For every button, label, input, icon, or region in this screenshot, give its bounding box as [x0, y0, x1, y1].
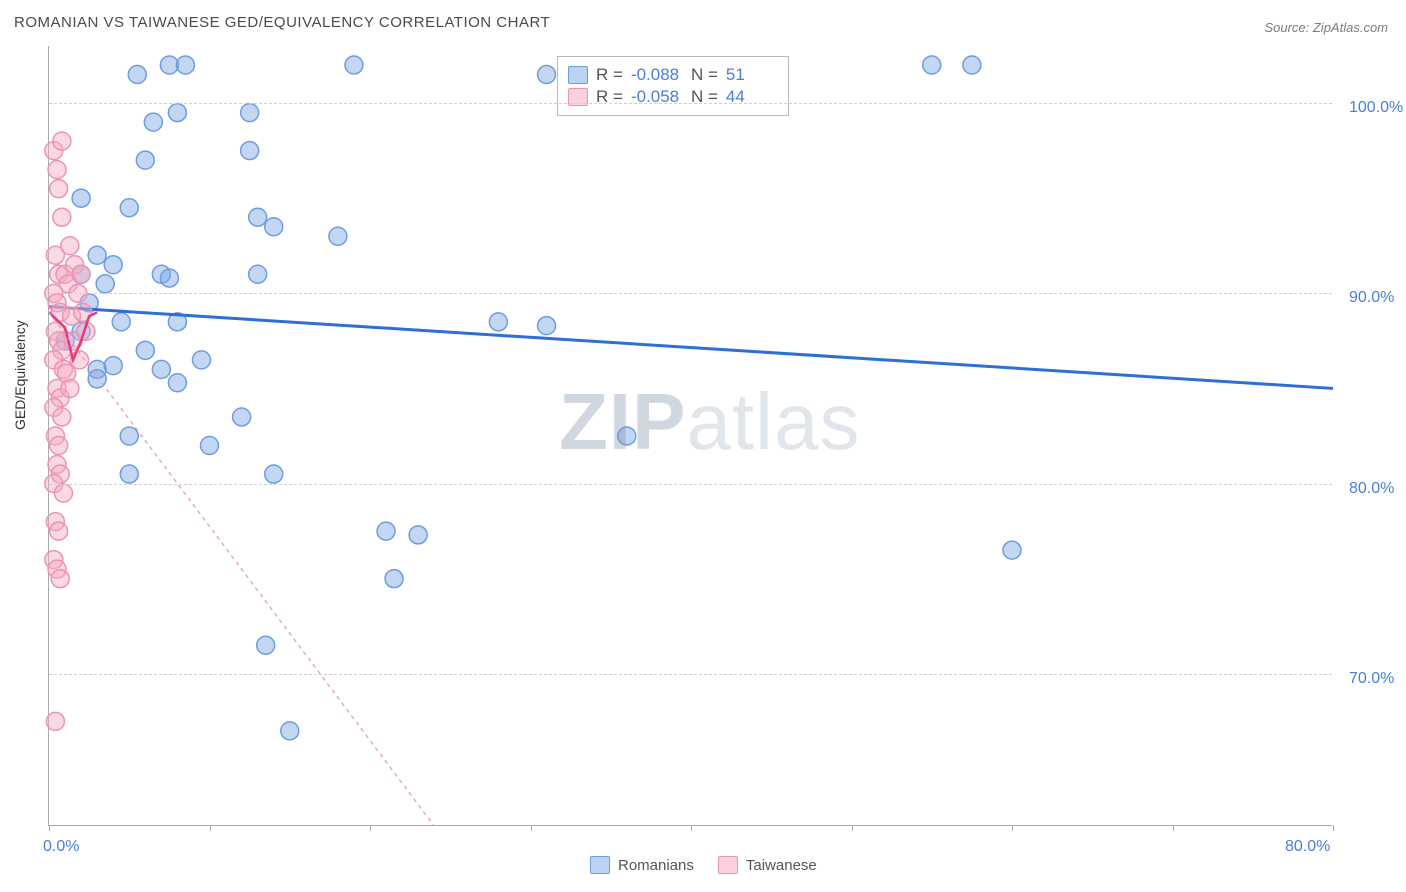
scatter-point — [144, 113, 162, 131]
scatter-point — [112, 313, 130, 331]
scatter-point — [50, 437, 68, 455]
xtick-label: 80.0% — [1285, 838, 1330, 856]
scatter-point — [54, 484, 72, 502]
xtick — [210, 825, 211, 831]
xtick — [852, 825, 853, 831]
scatter-point — [53, 208, 71, 226]
xtick — [1333, 825, 1334, 831]
scatter-point — [249, 265, 267, 283]
gridline-h — [49, 674, 1332, 675]
trend-line — [49, 307, 1333, 389]
xtick — [1012, 825, 1013, 831]
legend-R-label: R = — [596, 65, 623, 85]
legend-N-value: 51 — [726, 65, 778, 85]
xtick — [370, 825, 371, 831]
plot-svg — [49, 46, 1332, 825]
scatter-point — [48, 161, 66, 179]
bottom-legend-label: Romanians — [618, 857, 694, 874]
xtick — [1173, 825, 1174, 831]
scatter-point — [136, 151, 154, 169]
bottom-legend-item: Romanians — [590, 856, 694, 874]
scatter-point — [120, 199, 138, 217]
bottom-legend-item: Taiwanese — [718, 856, 817, 874]
xtick — [531, 825, 532, 831]
scatter-point — [104, 357, 122, 375]
scatter-point — [201, 437, 219, 455]
gridline-h — [49, 293, 1332, 294]
legend-R-value: -0.088 — [631, 65, 683, 85]
scatter-point — [72, 189, 90, 207]
legend-swatch — [568, 66, 588, 84]
scatter-point — [168, 374, 186, 392]
scatter-point — [53, 132, 71, 150]
scatter-point — [136, 341, 154, 359]
scatter-point — [96, 275, 114, 293]
xtick-label: 0.0% — [43, 838, 79, 856]
scatter-point — [128, 66, 146, 84]
scatter-point — [281, 722, 299, 740]
scatter-point — [345, 56, 363, 74]
scatter-point — [50, 180, 68, 198]
scatter-point — [53, 408, 71, 426]
ytick-label: 100.0% — [1349, 99, 1403, 117]
legend-row: R = -0.088 N = 51 — [568, 65, 778, 85]
scatter-point — [489, 313, 507, 331]
scatter-point — [265, 218, 283, 236]
scatter-point — [51, 570, 69, 588]
scatter-point — [120, 427, 138, 445]
source-attribution: Source: ZipAtlas.com — [1264, 20, 1388, 35]
scatter-point — [160, 269, 178, 287]
scatter-point — [241, 142, 259, 160]
scatter-point — [176, 56, 194, 74]
legend-swatch — [590, 856, 610, 874]
gridline-h — [49, 484, 1332, 485]
scatter-point — [192, 351, 210, 369]
scatter-point — [385, 570, 403, 588]
scatter-point — [265, 465, 283, 483]
legend-N-label: N = — [691, 65, 718, 85]
plot-area: R = -0.088 N = 51R = -0.058 N = 44 ZIPat… — [48, 46, 1332, 826]
xtick — [691, 825, 692, 831]
scatter-point — [233, 408, 251, 426]
scatter-point — [104, 256, 122, 274]
ytick-label: 70.0% — [1349, 670, 1394, 688]
scatter-point — [257, 636, 275, 654]
y-axis-label: GED/Equivalency — [12, 320, 28, 430]
scatter-point — [152, 360, 170, 378]
scatter-point — [409, 526, 427, 544]
scatter-point — [963, 56, 981, 74]
scatter-point — [50, 522, 68, 540]
scatter-point — [329, 227, 347, 245]
legend-stats-box: R = -0.088 N = 51R = -0.058 N = 44 — [557, 56, 789, 116]
scatter-point — [923, 56, 941, 74]
scatter-point — [249, 208, 267, 226]
ytick-label: 80.0% — [1349, 480, 1394, 498]
xtick — [49, 825, 50, 831]
scatter-point — [377, 522, 395, 540]
scatter-point — [618, 427, 636, 445]
scatter-point — [120, 465, 138, 483]
legend-swatch — [718, 856, 738, 874]
scatter-point — [46, 712, 64, 730]
scatter-point — [168, 104, 186, 122]
scatter-point — [61, 237, 79, 255]
bottom-legend: Romanians Taiwanese — [590, 856, 817, 874]
trend-line — [49, 312, 434, 826]
scatter-point — [88, 246, 106, 264]
gridline-h — [49, 103, 1332, 104]
scatter-point — [241, 104, 259, 122]
scatter-point — [61, 379, 79, 397]
chart-title: ROMANIAN VS TAIWANESE GED/EQUIVALENCY CO… — [14, 14, 550, 31]
ytick-label: 90.0% — [1349, 289, 1394, 307]
bottom-legend-label: Taiwanese — [746, 857, 817, 874]
scatter-point — [538, 66, 556, 84]
scatter-point — [72, 265, 90, 283]
scatter-point — [1003, 541, 1021, 559]
scatter-point — [538, 317, 556, 335]
